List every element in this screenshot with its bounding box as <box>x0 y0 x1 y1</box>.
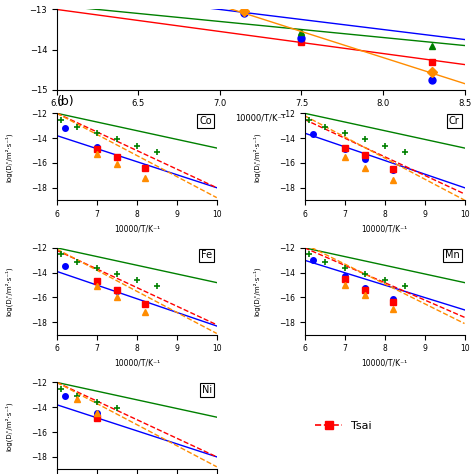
Y-axis label: log(Dⱼᶜ/m²·s⁻¹): log(Dⱼᶜ/m²·s⁻¹) <box>5 401 12 451</box>
X-axis label: 10000/T/K⁻¹: 10000/T/K⁻¹ <box>362 359 408 368</box>
Y-axis label: log(Dⱼᶜ/m²·s⁻¹): log(Dⱼᶜ/m²·s⁻¹) <box>5 266 12 316</box>
Y-axis label: log($D_j^c$/m$^2$·s$^{-1}$): log($D_j^c$/m$^2$·s$^{-1}$) <box>0 21 4 78</box>
Text: Co: Co <box>200 116 212 126</box>
Text: Cr: Cr <box>449 116 460 126</box>
X-axis label: 10000/T/K⁻¹: 10000/T/K⁻¹ <box>362 224 408 233</box>
X-axis label: 10000/T/K⁻¹: 10000/T/K⁻¹ <box>114 359 160 368</box>
Legend: Tsai: Tsai <box>310 416 376 435</box>
Y-axis label: log(Dⱼᶜ/m²·s⁻¹): log(Dⱼᶜ/m²·s⁻¹) <box>5 132 12 182</box>
Y-axis label: log(Dⱼᶜ/m²·s⁻¹): log(Dⱼᶜ/m²·s⁻¹) <box>252 132 260 182</box>
Text: Mn: Mn <box>445 250 460 261</box>
X-axis label: 10000/T/K⁻¹: 10000/T/K⁻¹ <box>114 224 160 233</box>
Y-axis label: log(Dⱼᶜ/m²·s⁻¹): log(Dⱼᶜ/m²·s⁻¹) <box>252 266 260 316</box>
Text: Fe: Fe <box>201 250 212 261</box>
Text: (b): (b) <box>57 95 74 108</box>
Text: Ni: Ni <box>202 385 212 395</box>
X-axis label: 10000/T/K⁻¹: 10000/T/K⁻¹ <box>236 114 286 123</box>
